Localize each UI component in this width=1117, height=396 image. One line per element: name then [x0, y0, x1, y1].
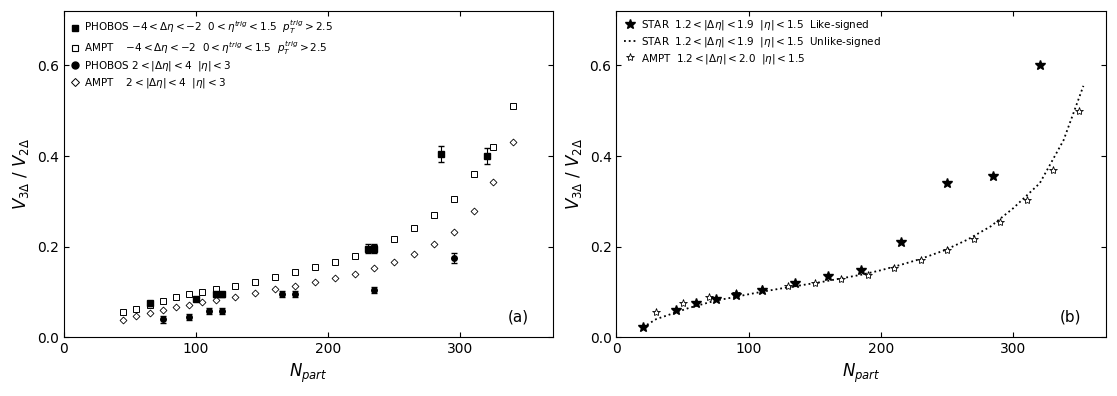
X-axis label: $N_{part}$: $N_{part}$	[289, 362, 327, 385]
Y-axis label: $V_{3\Delta}$ / $V_{2\Delta}$: $V_{3\Delta}$ / $V_{2\Delta}$	[564, 138, 584, 210]
Text: (a): (a)	[507, 309, 528, 324]
Legend: STAR  $1.2<|\Delta\eta|<1.9$  $|\eta|<1.5$  Like-signed, STAR  $1.2<|\Delta\eta|: STAR $1.2<|\Delta\eta|<1.9$ $|\eta|<1.5$…	[621, 15, 885, 69]
Legend: PHOBOS $-4<\Delta\eta<-2$  $0<\eta^{trig}<1.5$  $p_T^{trig}>2.5$, AMPT    $-4<\D: PHOBOS $-4<\Delta\eta<-2$ $0<\eta^{trig}…	[68, 15, 336, 93]
Text: (b): (b)	[1060, 309, 1081, 324]
Y-axis label: $V_{3\Delta}$ / $V_{2\Delta}$: $V_{3\Delta}$ / $V_{2\Delta}$	[11, 138, 31, 210]
X-axis label: $N_{part}$: $N_{part}$	[842, 362, 880, 385]
